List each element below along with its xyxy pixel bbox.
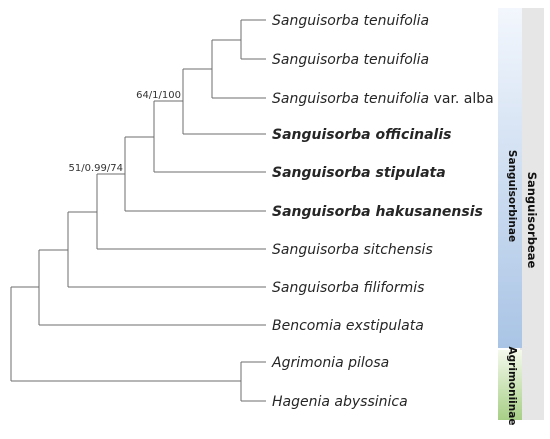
taxon-label: Sanguisorba officinalis — [272, 127, 451, 143]
subtribe-label-agrimoniinae: Agrimoniinae — [506, 347, 518, 426]
taxon-label: Sanguisorba filiformis — [272, 280, 424, 296]
taxon-label: Sanguisorba tenuifolia — [272, 52, 429, 68]
subtribe-label-sanguisorbinae: Sanguisorbinae — [506, 150, 518, 242]
taxon-label: Hagenia abyssinica — [272, 394, 408, 410]
taxon-label: Agrimonia pilosa — [271, 355, 389, 371]
taxon-label: Sanguisorba tenuifolia var. alba — [272, 91, 494, 107]
tribe-band — [520, 8, 544, 420]
taxon-label: Sanguisorba sitchensis — [272, 242, 433, 258]
taxon-label: Bencomia exstipulata — [272, 318, 424, 334]
taxon-label: Sanguisorba hakusanensis — [272, 204, 483, 220]
support-value-outer: 51/0.99/74 — [69, 163, 123, 174]
tribe-label: Sanguisorbeae — [525, 172, 539, 269]
subtribe-band-agrimoniinae — [498, 350, 522, 420]
taxon-label: Sanguisorba stipulata — [272, 165, 446, 181]
subtribe-band-sanguisorbinae — [498, 8, 522, 348]
taxon-label: Sanguisorba tenuifolia — [272, 13, 429, 29]
support-value-inner: 64/1/100 — [136, 90, 181, 101]
